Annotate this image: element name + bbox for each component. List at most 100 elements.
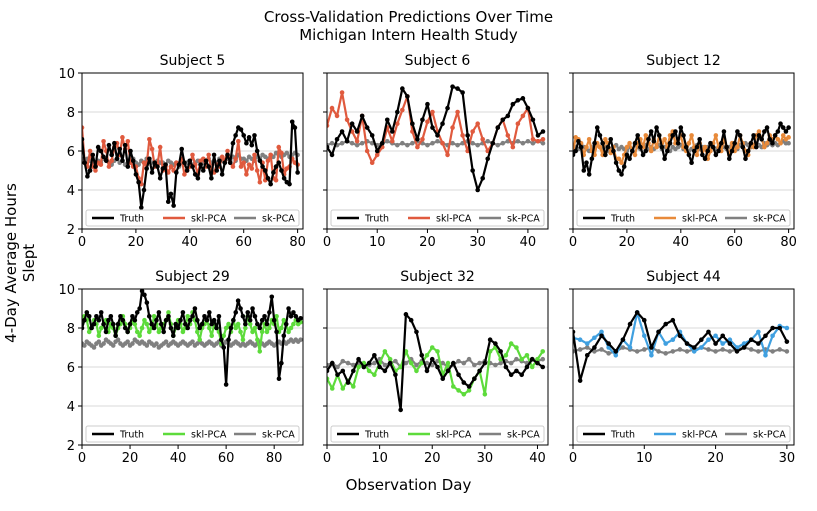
x-tick-label: 40 [529, 451, 546, 466]
data-point [727, 156, 732, 162]
data-point [649, 353, 654, 358]
data-point [425, 119, 430, 125]
data-point [662, 156, 667, 162]
data-point [130, 158, 136, 164]
data-point [529, 364, 535, 370]
data-point [223, 382, 229, 387]
legend-box [85, 425, 300, 443]
data-point [82, 317, 87, 323]
data-point [267, 310, 272, 315]
data-point [329, 152, 335, 158]
data-point [82, 343, 87, 348]
data-point [398, 407, 403, 413]
data-point [440, 376, 446, 382]
data-point [540, 364, 546, 370]
data-point [192, 306, 198, 311]
legend-label: skl-PCA [191, 430, 227, 441]
data-point [241, 160, 247, 165]
data-point [592, 140, 597, 146]
data-point [344, 138, 350, 144]
subplot-5: 0 10 20 30 40 Subject 32 Truth skl-PCA sk-PCA [323, 269, 549, 466]
data-point [91, 345, 97, 350]
data-point [351, 384, 356, 389]
data-point [721, 129, 727, 134]
data-point [230, 140, 236, 146]
data-point [684, 341, 690, 346]
data-point [770, 140, 775, 146]
data-point [384, 138, 390, 144]
data-point [500, 140, 506, 146]
data-point [118, 314, 123, 319]
x-tick-label: 80 [780, 235, 797, 250]
data-point [732, 140, 738, 146]
data-point [525, 138, 531, 144]
data-point [505, 133, 511, 138]
data-point [168, 325, 174, 331]
data-point [663, 341, 668, 346]
data-point [535, 360, 540, 366]
data-point [214, 168, 220, 173]
data-point [535, 138, 541, 144]
data-point [529, 356, 535, 362]
data-point [132, 317, 138, 323]
data-point [334, 113, 340, 119]
series-skl-pca [327, 341, 546, 397]
data-point [209, 176, 214, 181]
data-point [86, 314, 92, 319]
x-tick-label: 80 [266, 451, 283, 466]
data-point [613, 160, 619, 165]
data-point [445, 368, 451, 374]
data-point [445, 360, 451, 366]
data-point [219, 154, 225, 160]
data-point [634, 310, 640, 315]
data-point [240, 337, 246, 343]
data-point [82, 125, 85, 130]
data-point [187, 158, 193, 164]
data-point [291, 321, 296, 327]
data-point [298, 337, 303, 343]
data-point [187, 317, 193, 323]
data-point [408, 317, 414, 323]
data-point [137, 333, 142, 339]
data-point [505, 113, 511, 119]
data-point [482, 360, 488, 366]
data-point [584, 144, 589, 150]
data-point [503, 353, 509, 358]
data-point [403, 312, 409, 317]
data-point [414, 368, 419, 374]
data-point [273, 164, 279, 169]
data-point [592, 335, 597, 341]
x-tick-label: 0 [569, 235, 577, 250]
data-point [207, 325, 212, 331]
subplot-2: 0 10 20 30 40 Subject 6 Truth skl-PCA sk-PCA [323, 53, 549, 250]
data-point [646, 137, 651, 142]
data-point [748, 140, 754, 146]
data-point [219, 172, 225, 177]
data-point [286, 329, 291, 335]
data-point [395, 142, 400, 148]
data-point [393, 358, 398, 364]
data-point [327, 368, 330, 374]
data-point [472, 376, 477, 382]
data-point [349, 121, 355, 126]
legend-label: Truth [610, 214, 635, 225]
data-point [197, 337, 203, 343]
data-point [241, 133, 247, 138]
data-point [329, 140, 335, 146]
data-point [291, 310, 296, 315]
legend-label: sk-PCA [753, 430, 786, 441]
data-point [206, 152, 211, 158]
data-point [154, 341, 159, 346]
data-point [414, 362, 419, 368]
data-point [586, 137, 592, 142]
data-point [327, 376, 330, 381]
data-point [382, 368, 388, 374]
data-point [470, 140, 475, 146]
data-point [168, 164, 174, 169]
subplot-3: 0 20 40 60 80 Subject 12 Truth skl-PCA sk-PCA [569, 53, 797, 250]
data-point [460, 90, 465, 95]
data-point [648, 129, 654, 134]
data-point [120, 317, 126, 323]
data-point [624, 144, 630, 150]
series-truth [573, 121, 791, 177]
